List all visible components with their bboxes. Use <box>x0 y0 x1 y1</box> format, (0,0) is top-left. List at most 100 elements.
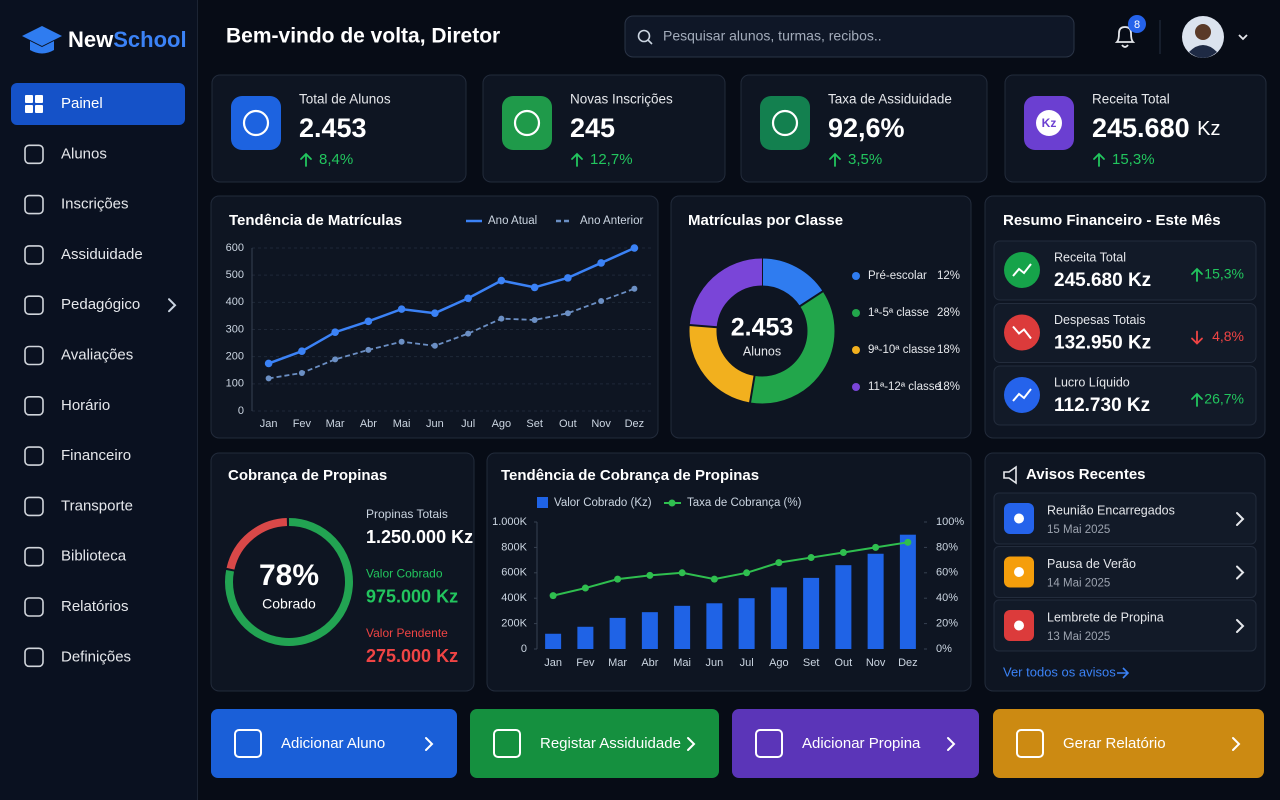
nav-item[interactable]: Relatórios <box>24 597 129 617</box>
chevron-icon <box>1236 512 1245 526</box>
fee-label: Valor Pendente <box>366 626 448 640</box>
action-button[interactable]: Adicionar Propina <box>732 709 979 778</box>
chart-card <box>210 195 659 439</box>
donut-segment <box>689 258 763 328</box>
line-point <box>614 575 622 583</box>
nav-item[interactable]: Inscrições <box>24 194 129 215</box>
arrow-up-icon <box>829 152 841 167</box>
line-series <box>268 246 635 365</box>
legend-value: 18% <box>937 381 960 393</box>
finance-icon-glyph <box>1012 263 1032 277</box>
legend-swatch <box>668 499 676 507</box>
action-label: Adicionar Aluno <box>281 735 385 752</box>
line-series <box>552 541 909 597</box>
stat-icon <box>513 109 541 137</box>
action-icon <box>493 729 521 758</box>
line-point <box>397 305 406 313</box>
finance-change: 4,8% <box>1212 328 1244 344</box>
y-tick-label: 600 <box>226 242 244 254</box>
nav-icon <box>24 345 44 366</box>
greeting: Bem-vindo de volta, Diretor <box>226 25 500 48</box>
finance-label: Lucro Líquido <box>1054 375 1130 389</box>
user-menu[interactable] <box>1182 16 1248 58</box>
nav-icon <box>24 446 44 466</box>
bar <box>770 587 787 649</box>
legend-label: Valor Cobrado (Kz) <box>554 497 652 509</box>
legend-label: 9ª-10ª classe <box>868 344 935 356</box>
action-label: Gerar Relatório <box>1063 735 1166 752</box>
notice-item[interactable]: Lembrete de Propina 13 Mai 2025 <box>993 599 1257 652</box>
nav-item[interactable]: Painel <box>11 83 185 125</box>
finance-item <box>993 240 1257 301</box>
notice-item[interactable]: Reunião Encarregados 15 Mai 2025 <box>993 492 1257 545</box>
line-point <box>265 375 272 382</box>
nav-item[interactable]: Financeiro <box>24 446 131 466</box>
bar <box>609 617 626 649</box>
arrow-down-icon <box>1191 330 1203 345</box>
notifications[interactable]: 8 <box>1114 15 1146 48</box>
finance-change: 26,7% <box>1204 391 1244 407</box>
notice-date: 13 Mai 2025 <box>1047 631 1110 643</box>
notice-title: Reunião Encarregados <box>1047 503 1175 517</box>
nav-item[interactable]: Avaliações <box>24 345 133 366</box>
brand-second: School <box>113 27 186 52</box>
nav-item[interactable]: Pedagógico <box>24 295 177 316</box>
line-point <box>398 338 405 345</box>
action-label: Adicionar Propina <box>802 735 921 752</box>
line-point <box>598 297 605 304</box>
line-point <box>581 584 589 592</box>
stat-value: 245.680 Kz <box>1092 113 1220 143</box>
line-point <box>332 356 339 363</box>
nav-item[interactable]: Alunos <box>24 144 107 165</box>
finance-icon-glyph <box>1012 388 1032 402</box>
action-bg <box>470 709 719 778</box>
line-series <box>268 287 635 380</box>
action-bg <box>211 709 457 778</box>
stat-value: 92,6% <box>828 113 905 143</box>
nav-icon <box>24 496 44 517</box>
action-icon <box>1016 729 1044 758</box>
search-field[interactable] <box>624 15 1075 58</box>
bar <box>674 605 691 649</box>
x-tick-label: Nov <box>866 657 886 669</box>
nav-item[interactable]: Definições <box>24 647 131 668</box>
finance-label: Despesas Totais <box>1054 313 1146 327</box>
line-point <box>631 285 638 292</box>
legend-dot <box>852 272 860 280</box>
action-bg <box>732 709 979 778</box>
line-point <box>331 328 339 337</box>
search-box[interactable]: Pesquisar alunos, turmas, recibos.. <box>624 15 1075 58</box>
y-tick-label: 200 <box>226 351 244 363</box>
line-point <box>839 548 847 556</box>
finance-item <box>993 303 1257 363</box>
nav-item[interactable]: Biblioteca <box>24 546 127 567</box>
action-button[interactable]: Gerar Relatório <box>993 709 1264 778</box>
notices-link[interactable]: Ver todos os avisos <box>1003 664 1130 679</box>
nav-item[interactable]: Assiduidade <box>24 245 143 265</box>
notice-title: Lembrete de Propina <box>1047 610 1164 624</box>
legend-dot <box>852 346 860 354</box>
nav-label: Painel <box>61 95 103 112</box>
legend-value: 12% <box>937 270 960 282</box>
nav-icon <box>24 597 44 617</box>
nav-item[interactable]: Horário <box>24 395 110 416</box>
action-button[interactable]: Adicionar Aluno <box>211 709 457 778</box>
nav-item[interactable]: Transporte <box>24 496 133 517</box>
notice-bg <box>993 492 1257 545</box>
x-tick-label: Fev <box>576 657 595 669</box>
action-label: Registar Assiduidade <box>540 735 681 752</box>
y-tick-label: 800K <box>501 541 527 553</box>
action-button[interactable]: Registar Assiduidade <box>470 709 719 778</box>
fee-value: 275.000 Kz <box>366 646 458 666</box>
x-tick-label: Abr <box>641 657 658 669</box>
nav-label: Inscrições <box>61 196 129 213</box>
nav-active-bg <box>11 83 185 125</box>
line-point <box>298 347 306 356</box>
legend-dot <box>852 383 860 391</box>
chevron-down-icon <box>1238 34 1248 41</box>
notice-item[interactable]: Pausa de Verão 14 Mai 2025 <box>993 546 1257 598</box>
line-point <box>775 559 783 567</box>
notification-badge <box>1128 15 1146 33</box>
x-tick-label: Jun <box>426 418 444 430</box>
gauge-value-label: 78% <box>259 559 319 592</box>
